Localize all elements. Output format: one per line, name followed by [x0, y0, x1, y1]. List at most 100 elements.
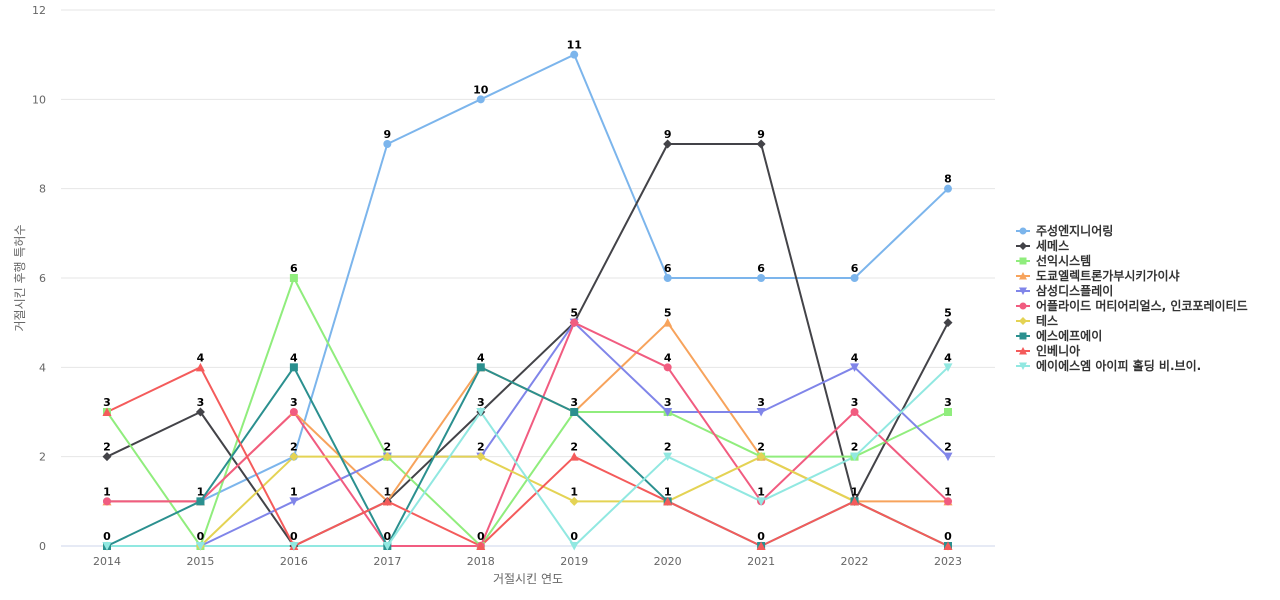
data-point	[756, 497, 766, 506]
data-point	[476, 363, 485, 372]
y-tick-label: 12	[32, 4, 46, 17]
data-point	[850, 363, 860, 372]
series-line	[106, 277, 949, 547]
x-tick-label: 2020	[654, 555, 682, 568]
data-point	[850, 452, 860, 462]
y-tick-label: 10	[32, 93, 46, 106]
data-point	[570, 408, 579, 416]
data-label: 0	[757, 530, 765, 543]
data-label: 6	[290, 262, 298, 275]
legend-item[interactable]: 테스	[1016, 314, 1058, 328]
data-point	[102, 407, 112, 416]
legend-item[interactable]: 선익시스템	[1016, 253, 1091, 268]
legend-item[interactable]: 도쿄엘렉트론가부시키가이샤	[1016, 268, 1180, 283]
data-label: 1	[197, 485, 205, 498]
data-point	[663, 363, 672, 372]
series-lines	[106, 53, 949, 547]
legend-marker	[1019, 347, 1027, 355]
data-point	[382, 452, 392, 462]
data-label: 1	[757, 485, 765, 498]
data-label: 0	[944, 530, 952, 543]
data-point	[756, 139, 766, 149]
data-label: 1	[290, 485, 298, 498]
legend-label: 도쿄엘렉트론가부시키가이샤	[1036, 268, 1180, 283]
y-tick-label: 2	[39, 451, 46, 464]
legend-item[interactable]: 세메스	[1016, 238, 1069, 253]
data-point	[289, 363, 298, 372]
data-point	[756, 541, 766, 550]
legend-item[interactable]: 삼성디스플레이	[1016, 283, 1113, 298]
data-point	[289, 497, 299, 506]
legend-item[interactable]: 주성엔지니어링	[1016, 223, 1113, 238]
legend-item[interactable]: 어플라이드 머티어리얼스, 인코포레이티드	[1016, 298, 1248, 313]
data-label: 1	[944, 485, 952, 498]
data-label: 6	[851, 262, 859, 275]
data-point	[757, 274, 766, 282]
legend-marker	[1019, 332, 1027, 340]
series-line	[106, 321, 949, 503]
series-line	[106, 366, 949, 547]
x-tick-label: 2023	[934, 555, 962, 568]
legend-item[interactable]: 인베니아	[1016, 343, 1080, 358]
legend-item[interactable]: 에이에스엠 아이피 홀딩 비.브이.	[1016, 358, 1201, 373]
data-label: 2	[570, 441, 578, 454]
legend-marker	[1019, 227, 1027, 235]
data-point	[102, 452, 112, 462]
legend-label: 에스에프에이	[1036, 328, 1102, 343]
data-label: 1	[851, 485, 859, 498]
x-tick-label: 2022	[841, 555, 869, 568]
data-point	[663, 318, 673, 327]
data-point	[569, 542, 579, 551]
data-point	[756, 408, 766, 417]
data-point	[382, 496, 392, 506]
data-point	[195, 542, 205, 551]
y-axis-title: 거절시킨 후행 특허수	[12, 225, 27, 332]
data-point	[289, 274, 298, 282]
data-label: 5	[944, 307, 952, 320]
data-point	[476, 452, 486, 462]
legend-marker	[1019, 272, 1027, 280]
x-tick-label: 2016	[280, 555, 308, 568]
series-markers	[102, 50, 953, 551]
legend-label: 에이에스엠 아이피 홀딩 비.브이.	[1036, 358, 1201, 373]
data-label: 4	[944, 351, 952, 364]
data-label: 3	[757, 396, 765, 409]
data-point	[569, 452, 579, 461]
data-label: 5	[570, 307, 578, 320]
x-tick-label: 2021	[747, 555, 775, 568]
data-point	[663, 452, 673, 462]
data-label: 11	[567, 39, 582, 52]
data-label: 4	[477, 351, 485, 364]
data-point	[382, 542, 392, 551]
series-line	[106, 143, 949, 547]
data-point	[476, 541, 486, 550]
legend-item[interactable]: 에스에프에이	[1016, 328, 1102, 343]
data-label: 3	[290, 396, 298, 409]
data-point	[195, 407, 205, 417]
data-point	[850, 408, 859, 416]
data-label: 3	[851, 396, 859, 409]
data-label: 4	[197, 351, 205, 364]
data-label: 6	[664, 262, 672, 275]
data-point	[944, 497, 952, 506]
data-point	[196, 497, 205, 506]
data-label: 3	[103, 396, 111, 409]
data-label: 1	[570, 485, 578, 498]
data-point	[476, 408, 486, 417]
data-point	[289, 452, 299, 462]
x-tick-label: 2017	[373, 555, 401, 568]
data-point	[943, 363, 953, 372]
data-point	[663, 496, 673, 506]
data-point	[943, 452, 953, 462]
data-label: 5	[664, 307, 672, 320]
legend-marker	[1019, 242, 1027, 250]
data-label: 2	[290, 441, 298, 454]
data-label: 2	[477, 441, 485, 454]
data-point	[944, 408, 952, 416]
legend-label: 테스	[1036, 314, 1058, 328]
y-tick-label: 8	[39, 183, 46, 196]
legend-label: 주성엔지니어링	[1036, 223, 1113, 238]
y-tick-label: 0	[39, 540, 46, 553]
series-line	[106, 366, 949, 547]
